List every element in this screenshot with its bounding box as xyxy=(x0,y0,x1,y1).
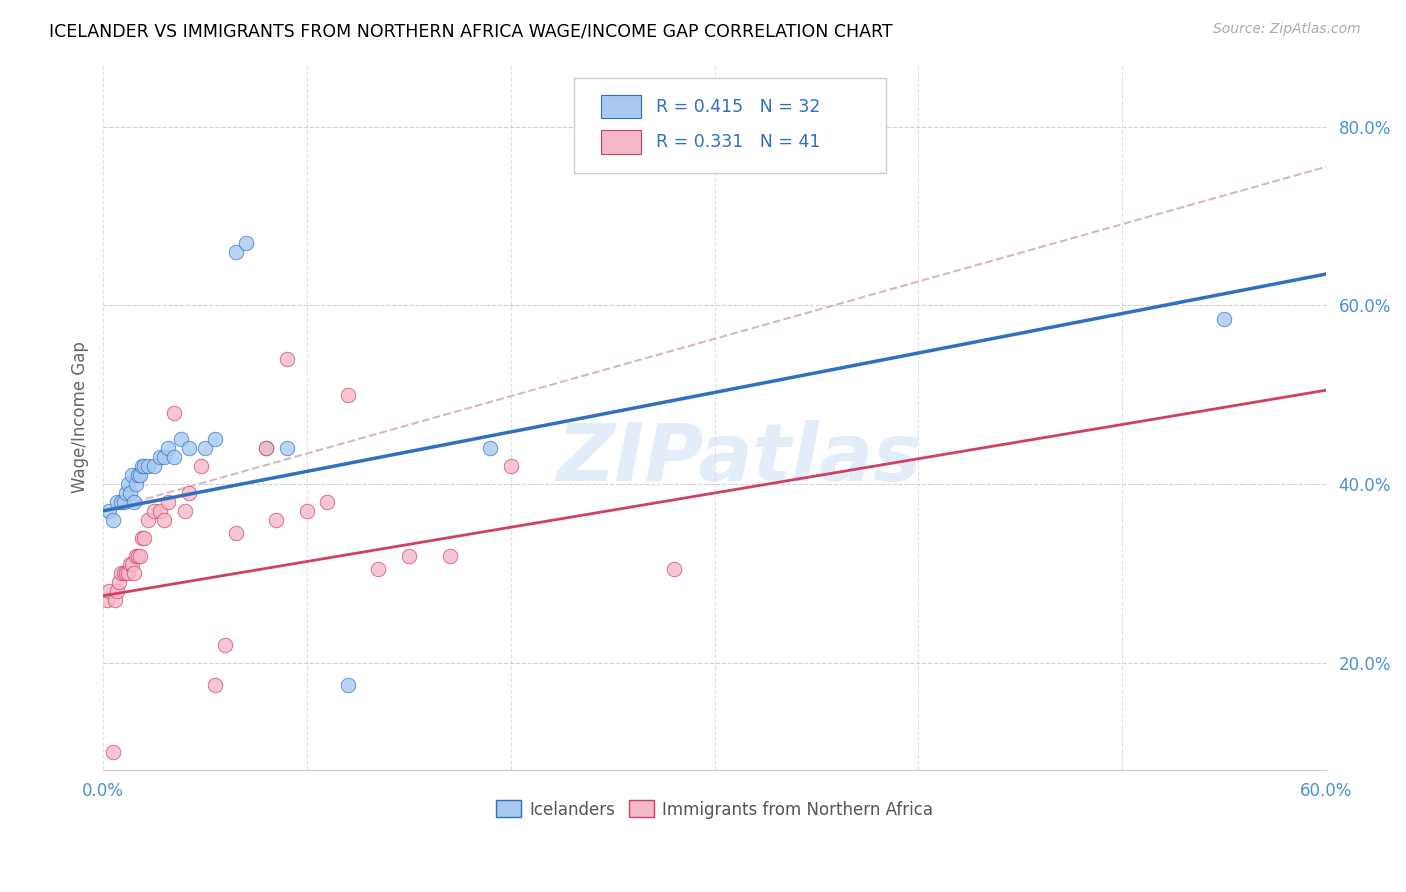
Point xyxy=(96,593,118,607)
Point xyxy=(157,495,180,509)
Point xyxy=(316,495,339,509)
Point xyxy=(121,468,143,483)
Point xyxy=(266,513,288,527)
Point xyxy=(439,549,461,563)
Point xyxy=(153,513,176,527)
Point xyxy=(153,450,176,465)
Point xyxy=(110,495,132,509)
Point xyxy=(149,504,172,518)
Point xyxy=(131,531,153,545)
Point xyxy=(121,558,143,572)
Point xyxy=(173,504,195,518)
Text: ICELANDER VS IMMIGRANTS FROM NORTHERN AFRICA WAGE/INCOME GAP CORRELATION CHART: ICELANDER VS IMMIGRANTS FROM NORTHERN AF… xyxy=(49,22,893,40)
Point xyxy=(157,442,180,456)
Point xyxy=(177,442,200,456)
Point xyxy=(98,584,121,599)
Point xyxy=(122,566,145,581)
Point xyxy=(128,549,150,563)
Point xyxy=(276,442,298,456)
Point xyxy=(235,235,257,250)
Point xyxy=(1213,311,1236,326)
Point xyxy=(112,566,135,581)
Text: ZIPatlas: ZIPatlas xyxy=(557,420,921,499)
Point xyxy=(98,504,121,518)
Point xyxy=(114,566,136,581)
Point xyxy=(254,442,277,456)
Point xyxy=(105,584,128,599)
Point xyxy=(295,504,318,518)
FancyBboxPatch shape xyxy=(574,78,886,173)
Point xyxy=(662,562,685,576)
Point xyxy=(149,450,172,465)
Point xyxy=(225,526,247,541)
Point xyxy=(136,513,159,527)
Point xyxy=(367,562,389,576)
Point xyxy=(143,459,166,474)
Point xyxy=(112,495,135,509)
Point xyxy=(118,486,141,500)
Point xyxy=(143,504,166,518)
Point xyxy=(122,495,145,509)
Point xyxy=(128,468,150,483)
Point xyxy=(117,566,139,581)
Point xyxy=(103,745,125,759)
Point xyxy=(105,495,128,509)
Point xyxy=(114,486,136,500)
Text: R = 0.415   N = 32: R = 0.415 N = 32 xyxy=(655,98,820,116)
Point xyxy=(131,459,153,474)
Point xyxy=(136,459,159,474)
Point xyxy=(336,678,359,692)
Point xyxy=(163,406,186,420)
Point xyxy=(194,442,217,456)
Point xyxy=(177,486,200,500)
Point xyxy=(132,531,155,545)
Text: Source: ZipAtlas.com: Source: ZipAtlas.com xyxy=(1213,22,1361,37)
Point xyxy=(104,593,127,607)
Point xyxy=(398,549,420,563)
Point xyxy=(254,442,277,456)
Point xyxy=(132,459,155,474)
Point xyxy=(214,638,236,652)
Point xyxy=(110,566,132,581)
Bar xyxy=(600,130,641,153)
Point xyxy=(103,513,125,527)
Legend: Icelanders, Immigrants from Northern Africa: Icelanders, Immigrants from Northern Afr… xyxy=(489,794,939,825)
Point xyxy=(204,433,226,447)
Point xyxy=(499,459,522,474)
Bar xyxy=(600,95,641,119)
Point xyxy=(118,558,141,572)
Point xyxy=(336,387,359,401)
Point xyxy=(163,450,186,465)
Point xyxy=(127,549,149,563)
Point xyxy=(117,477,139,491)
Point xyxy=(169,433,191,447)
Point xyxy=(204,678,226,692)
Point xyxy=(108,575,131,590)
Text: R = 0.331   N = 41: R = 0.331 N = 41 xyxy=(655,133,820,151)
Point xyxy=(190,459,212,474)
Y-axis label: Wage/Income Gap: Wage/Income Gap xyxy=(72,341,89,493)
Point xyxy=(125,477,148,491)
Point xyxy=(479,442,502,456)
Point xyxy=(127,468,149,483)
Point xyxy=(276,351,298,366)
Point xyxy=(125,549,148,563)
Point xyxy=(225,244,247,259)
